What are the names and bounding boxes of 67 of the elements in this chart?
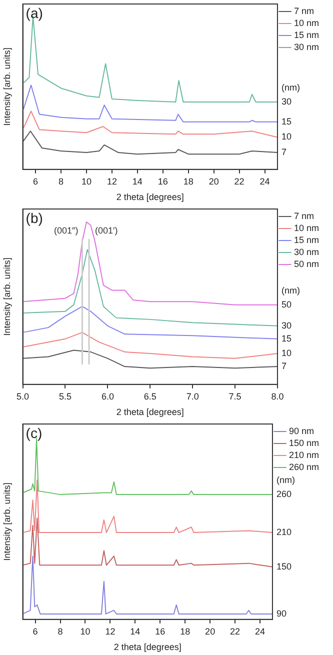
legend-label: 210 nm xyxy=(288,450,320,460)
legend-label: 15 nm xyxy=(294,234,319,245)
y-axis-title: Intensity [arb. units] xyxy=(2,482,12,561)
text: (nm) xyxy=(276,475,295,486)
x-tick-label: 10 xyxy=(81,176,92,186)
text: 15 xyxy=(281,116,292,126)
x-tick-label: 12 xyxy=(106,176,117,186)
text: 150 xyxy=(276,561,292,572)
text: 260 xyxy=(276,489,292,500)
x-tick-label: 24 xyxy=(254,626,266,636)
x-tick-label: 14 xyxy=(130,626,140,636)
x-tick-label: 6 xyxy=(33,176,38,186)
x-tick-label: 10 xyxy=(80,626,90,636)
x-tick-label: 22 xyxy=(230,626,240,636)
text: 10 xyxy=(281,348,292,358)
x-tick-label: 16 xyxy=(158,176,168,186)
ref-line-label: (001′) xyxy=(95,225,118,236)
text: 7 xyxy=(281,147,286,158)
x-tick-label: 8 xyxy=(58,626,63,636)
legend-label: 10 nm xyxy=(294,18,319,28)
legend-label: 90 nm xyxy=(288,426,314,436)
chart-title: (c) xyxy=(26,424,42,441)
x-tick-label: 18 xyxy=(183,176,194,186)
text: 7 xyxy=(281,361,286,372)
x-axis-title: 2 theta [degrees] xyxy=(116,407,184,418)
text: 10 xyxy=(281,132,292,142)
ref-line-label: (001″) xyxy=(54,225,78,236)
text: 15 xyxy=(281,333,292,344)
legend-label: 30 nm xyxy=(294,246,319,257)
x-tick-label: 14 xyxy=(132,176,142,186)
text: (nm) xyxy=(281,82,300,92)
x-tick-label: 8 xyxy=(58,176,64,186)
y-axis-title: Intensity [arb. units] xyxy=(2,258,12,336)
legend-label: 7 nm xyxy=(294,6,314,16)
text: 210 xyxy=(276,527,292,538)
legend-label: 10 nm xyxy=(294,222,319,233)
x-tick-label: 5.5 xyxy=(58,391,72,402)
x-tick-label: 8.0 xyxy=(271,391,284,402)
x-tick-label: 6 xyxy=(32,626,38,636)
x-axis-title: 2 theta [degrees] xyxy=(114,642,182,652)
legend-label: 150 nm xyxy=(288,438,320,448)
x-tick-label: 24 xyxy=(260,176,270,186)
chart-title: (b) xyxy=(26,210,43,226)
text: 50 xyxy=(281,299,292,310)
legend-label: 7 nm xyxy=(294,210,314,221)
x-tick-label: 6.0 xyxy=(101,391,114,402)
x-tick-label: 12 xyxy=(105,626,116,636)
legend-label: 50 nm xyxy=(294,258,319,269)
x-tick-label: 5.0 xyxy=(16,391,30,402)
x-axis-title: 2 theta [degrees] xyxy=(116,192,184,202)
text: 30 xyxy=(281,96,292,106)
x-tick-label: 20 xyxy=(205,626,216,636)
x-tick-label: 22 xyxy=(234,176,244,186)
x-tick-label: 7.0 xyxy=(186,391,199,402)
x-tick-label: 20 xyxy=(208,176,219,186)
text: 30 xyxy=(281,320,292,330)
text: 90 xyxy=(276,608,286,618)
legend-label: 260 nm xyxy=(288,462,320,472)
x-tick-label: 6.5 xyxy=(144,391,156,402)
y-axis-title: Intensity [arb. units] xyxy=(2,48,12,126)
x-tick-label: 16 xyxy=(155,626,166,636)
legend-label: 15 nm xyxy=(294,30,319,40)
legend-label: 30 nm xyxy=(294,42,319,52)
chart-title: (a) xyxy=(26,4,43,21)
x-tick-label: 7.5 xyxy=(228,391,242,402)
x-tick-label: 18 xyxy=(180,626,190,636)
text: (nm) xyxy=(281,285,300,296)
